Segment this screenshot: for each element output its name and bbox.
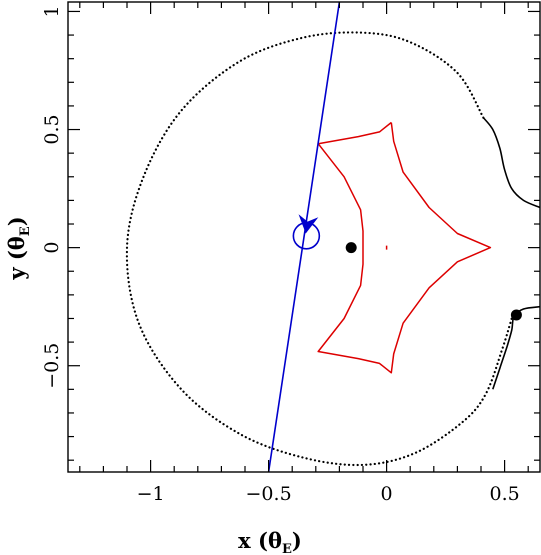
critical-curve-outer: [125, 31, 513, 467]
x-axis-label-var: x: [238, 528, 251, 553]
axes-box: [67, 1, 541, 473]
y-tick-label: 0: [41, 242, 63, 254]
y-axis-label-sub: E: [18, 226, 33, 236]
data-point-0: [345, 242, 357, 254]
y-axis-label-var: y: [4, 267, 29, 281]
x-tick-label: −1: [137, 483, 165, 505]
y-tick-label: −0.5: [41, 343, 63, 389]
x-axis-label: x (θE): [238, 528, 302, 555]
source-trajectory: [267, 2, 341, 472]
y-tick-label: 1: [41, 5, 63, 17]
tick-layer: [68, 2, 540, 472]
critical-curve-right-bottom: [492, 305, 540, 390]
y-axis-label: y (θE): [4, 216, 33, 280]
tick-label-layer: −1 −0.5 0 0.5 −0.5 0 0.5 1: [41, 5, 520, 505]
y-tick-label: 0.5: [41, 114, 63, 144]
data-point-1: [510, 309, 522, 321]
trajectory-direction-arrow: [298, 214, 319, 234]
x-tick-label: −0.5: [246, 483, 292, 505]
caustic-curve: [317, 121, 492, 374]
x-tick-label: 0: [381, 483, 393, 505]
x-axis-label-unit: θ: [268, 528, 282, 553]
critical-curve-right-top: [482, 117, 540, 209]
x-tick-label: 0.5: [489, 483, 519, 505]
x-axis-label-sub: E: [282, 542, 292, 555]
axes-frame: [67, 1, 541, 473]
y-axis-label-unit: θ: [4, 236, 29, 250]
curves-layer: [125, 2, 540, 472]
